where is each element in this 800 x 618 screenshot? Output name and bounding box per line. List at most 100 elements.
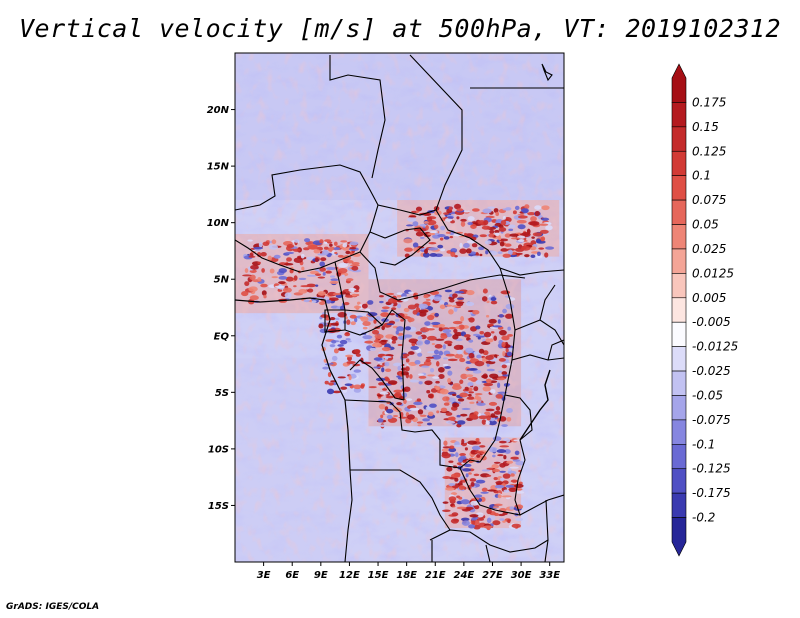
convective-cell — [418, 303, 429, 309]
convective-cell — [434, 232, 439, 235]
convective-cell — [355, 294, 360, 297]
convective-cell — [432, 376, 440, 379]
convective-cell — [377, 418, 384, 423]
convective-cell — [499, 477, 505, 481]
colorbar-bin — [671, 248, 687, 274]
convective-cell — [466, 368, 476, 371]
convective-cell — [347, 340, 352, 343]
convective-cell — [286, 257, 292, 262]
convective-cell — [467, 440, 477, 445]
convective-cell — [331, 339, 337, 344]
convective-cell — [464, 447, 468, 451]
colorbar-label: -0.075 — [692, 413, 731, 427]
convective-cell — [497, 454, 504, 457]
convective-cell — [469, 514, 479, 518]
convective-cell — [464, 386, 469, 391]
convective-cell — [423, 360, 432, 367]
convective-cell — [498, 314, 504, 318]
convective-cell — [341, 274, 345, 277]
convective-cell — [490, 389, 496, 394]
convective-cell — [394, 392, 402, 397]
convective-cell — [488, 318, 497, 324]
convective-cell — [409, 407, 420, 411]
convective-cell — [507, 326, 512, 331]
convective-cell — [248, 255, 256, 258]
convective-cell — [373, 319, 377, 324]
colorbar-bin — [671, 321, 687, 347]
convective-cell — [468, 317, 475, 323]
convective-cell — [467, 377, 475, 381]
convective-cell — [407, 217, 417, 222]
convective-cell — [389, 338, 393, 343]
convective-cell — [435, 386, 440, 391]
convective-cell — [508, 228, 514, 232]
convective-cell — [492, 454, 496, 458]
convective-cell — [394, 318, 400, 322]
convective-cell — [460, 373, 468, 380]
y-tick-label: 15N — [207, 162, 230, 173]
convective-cell — [350, 321, 356, 326]
convective-cell — [486, 314, 490, 318]
convective-cell — [457, 398, 465, 402]
convective-cell — [506, 460, 514, 464]
convective-cell — [459, 392, 469, 398]
convective-cell — [498, 358, 506, 362]
convective-cell — [451, 473, 461, 478]
convective-cell — [428, 247, 439, 251]
convective-cell — [537, 251, 541, 256]
convective-cell — [474, 494, 483, 498]
convective-cell — [405, 224, 414, 227]
colorbar-bin — [671, 444, 687, 470]
convective-cell — [350, 264, 360, 267]
x-tick-label: 24E — [453, 570, 474, 581]
convective-cell — [468, 414, 479, 419]
convective-cell — [456, 301, 464, 307]
x-tick-label: 3E — [257, 570, 271, 581]
x-tick-label: 18E — [396, 570, 417, 581]
convective-cell — [298, 288, 308, 294]
convective-cell — [447, 370, 453, 376]
convective-cell — [380, 339, 389, 342]
convective-cell — [378, 382, 385, 386]
convective-cell — [317, 291, 326, 296]
convective-cell — [368, 386, 377, 389]
convective-cell — [534, 205, 542, 210]
convective-cell — [452, 402, 460, 408]
convective-cell — [443, 212, 449, 215]
convective-cell — [378, 403, 386, 410]
convective-cell — [354, 349, 361, 354]
convective-cell — [478, 246, 485, 251]
convective-cell — [443, 236, 450, 240]
convective-cell — [405, 366, 410, 372]
convective-cell — [532, 232, 543, 237]
convective-cell — [424, 248, 428, 254]
convective-cell — [320, 257, 327, 262]
convective-cell — [355, 353, 361, 357]
convective-cell — [385, 395, 395, 399]
convective-cell — [449, 445, 455, 450]
convective-cell — [470, 500, 479, 506]
convective-cell — [461, 520, 470, 526]
convective-cell — [333, 348, 339, 354]
convective-cell — [308, 244, 318, 250]
convective-cell — [414, 359, 421, 365]
convective-cell — [440, 248, 446, 252]
convective-cell — [463, 242, 470, 249]
convective-cell — [535, 253, 543, 259]
colorbar-label: 0.075 — [692, 193, 726, 207]
convective-cell — [515, 460, 525, 466]
convective-cell — [538, 247, 545, 250]
convective-cell — [489, 229, 495, 234]
convective-cell — [391, 307, 397, 311]
convective-cell — [337, 254, 344, 258]
convective-cell — [459, 455, 467, 460]
convective-cell — [293, 275, 298, 281]
convective-cell — [458, 485, 465, 490]
convective-cell — [345, 332, 350, 335]
convective-cell — [481, 225, 491, 230]
convective-cell — [535, 238, 542, 244]
x-tick-label: 33E — [539, 570, 560, 581]
convective-cell — [481, 296, 488, 302]
convective-cell — [459, 248, 467, 254]
colorbar-bin — [671, 395, 687, 421]
